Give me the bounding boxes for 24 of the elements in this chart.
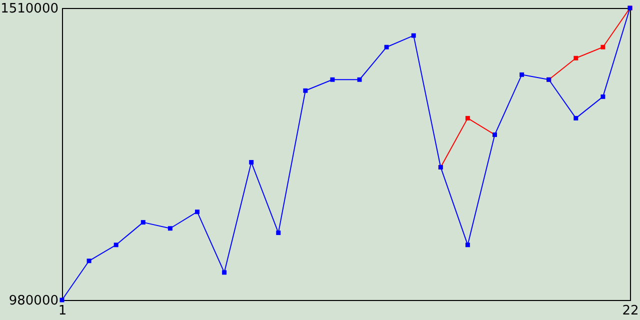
point bbox=[600, 44, 606, 50]
point bbox=[114, 242, 118, 248]
point bbox=[574, 116, 578, 120]
x-tick-label: 1 bbox=[58, 304, 67, 318]
point bbox=[140, 220, 146, 225]
point bbox=[330, 77, 335, 82]
point bbox=[249, 160, 254, 164]
point bbox=[168, 226, 172, 231]
point bbox=[574, 56, 578, 60]
point bbox=[86, 258, 92, 264]
y-tick-label: 1510000 bbox=[0, 2, 58, 16]
point bbox=[195, 210, 200, 214]
point bbox=[357, 77, 362, 82]
point bbox=[411, 33, 416, 38]
point bbox=[384, 44, 389, 50]
point bbox=[465, 242, 470, 248]
point bbox=[465, 116, 470, 120]
point bbox=[520, 72, 524, 77]
point bbox=[303, 88, 308, 93]
point bbox=[222, 270, 227, 275]
point bbox=[600, 94, 606, 99]
point bbox=[276, 230, 281, 236]
y-tick-label: 980000 bbox=[8, 294, 58, 308]
x-tick-label: 22 bbox=[622, 304, 639, 318]
